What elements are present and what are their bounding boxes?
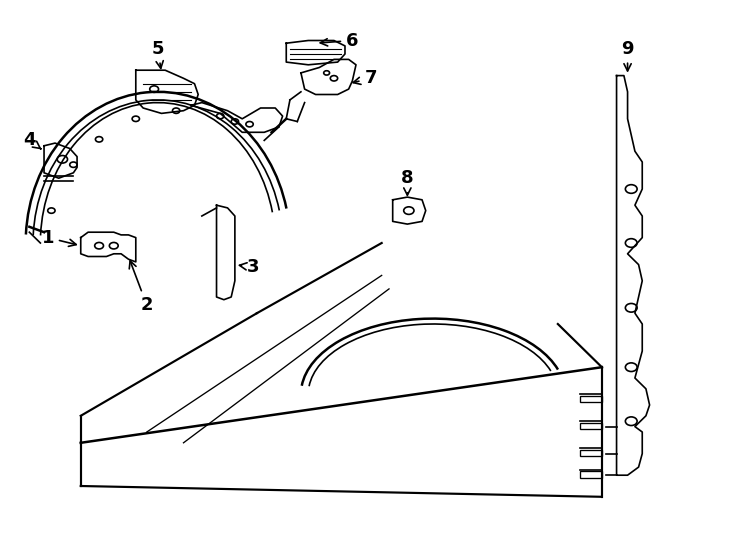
Bar: [580, 396, 602, 402]
Text: 9: 9: [621, 39, 634, 71]
Bar: [580, 471, 602, 478]
Bar: [580, 423, 602, 429]
Text: 2: 2: [129, 261, 153, 314]
Text: 1: 1: [41, 228, 76, 247]
Text: 3: 3: [239, 258, 260, 276]
Text: 8: 8: [401, 169, 414, 195]
Bar: [580, 450, 602, 456]
Text: 7: 7: [353, 69, 377, 87]
Text: 5: 5: [151, 39, 164, 69]
Text: 4: 4: [23, 131, 41, 150]
Text: 6: 6: [320, 31, 359, 50]
